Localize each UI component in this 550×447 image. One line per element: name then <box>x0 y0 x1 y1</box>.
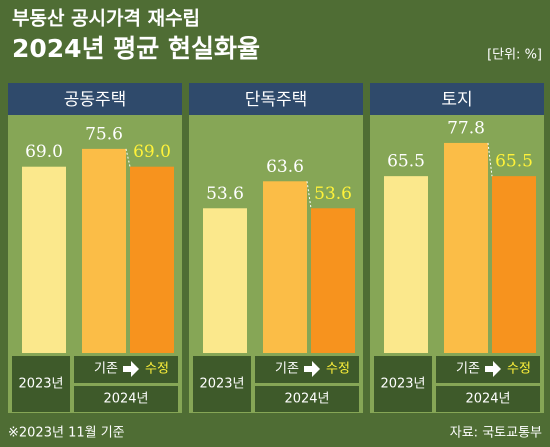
x-tick-label: 기존 <box>94 362 118 377</box>
note: ※2023년 11월 기준 <box>8 426 125 441</box>
x-tick-label: 수정 <box>326 362 350 377</box>
bar <box>492 176 536 353</box>
x-tick-label: 2023년 <box>199 377 244 392</box>
value-label: 65.5 <box>495 152 533 172</box>
value-label: 65.5 <box>387 152 425 172</box>
value-label: 53.6 <box>314 184 352 204</box>
value-label: 75.6 <box>85 124 123 144</box>
arrow <box>485 361 501 377</box>
value-label: 69.0 <box>133 142 171 162</box>
label-cell <box>374 356 432 412</box>
panel-title: 토지 <box>441 90 472 110</box>
panel-header <box>189 83 363 115</box>
bar <box>22 166 66 353</box>
connector <box>487 142 493 177</box>
value-label: 69.0 <box>25 142 63 162</box>
bar <box>203 208 247 353</box>
x-tick-label: 수정 <box>145 362 169 377</box>
source: 자료: 국토교통부 <box>450 426 542 441</box>
label-cell <box>12 356 70 412</box>
label-cell <box>255 386 359 412</box>
value-label: 77.8 <box>447 118 485 138</box>
connector <box>125 148 131 167</box>
group-label: 2024년 <box>284 392 329 407</box>
bar <box>444 142 488 353</box>
arrow <box>123 361 139 377</box>
group-label: 2024년 <box>465 392 510 407</box>
panel-header <box>8 83 182 115</box>
panel-header <box>370 83 544 115</box>
value-label: 53.6 <box>206 184 244 204</box>
label-cell <box>74 386 178 412</box>
title: 부동산 공시가격 재수립 <box>12 8 200 30</box>
bar <box>311 208 355 353</box>
x-tick-label: 기존 <box>275 362 299 377</box>
bar <box>130 166 174 353</box>
x-tick-label: 2023년 <box>380 377 425 392</box>
panel-title: 단독주택 <box>245 90 308 110</box>
bar <box>82 148 126 353</box>
subtitle: 2024년 평균 현실화율 <box>12 34 260 63</box>
arrow <box>304 361 320 377</box>
value-label: 63.6 <box>266 157 304 177</box>
bar <box>263 181 307 353</box>
bar <box>384 176 428 353</box>
label-cell <box>193 356 251 412</box>
unit: [단위: %] <box>487 48 542 63</box>
x-tick-label: 2023년 <box>18 377 63 392</box>
group-label: 2024년 <box>103 392 148 407</box>
connector <box>306 181 312 209</box>
panel-title: 공동주택 <box>64 90 127 110</box>
x-tick-label: 수정 <box>507 362 531 377</box>
x-tick-label: 기존 <box>456 362 480 377</box>
label-cell <box>436 386 540 412</box>
